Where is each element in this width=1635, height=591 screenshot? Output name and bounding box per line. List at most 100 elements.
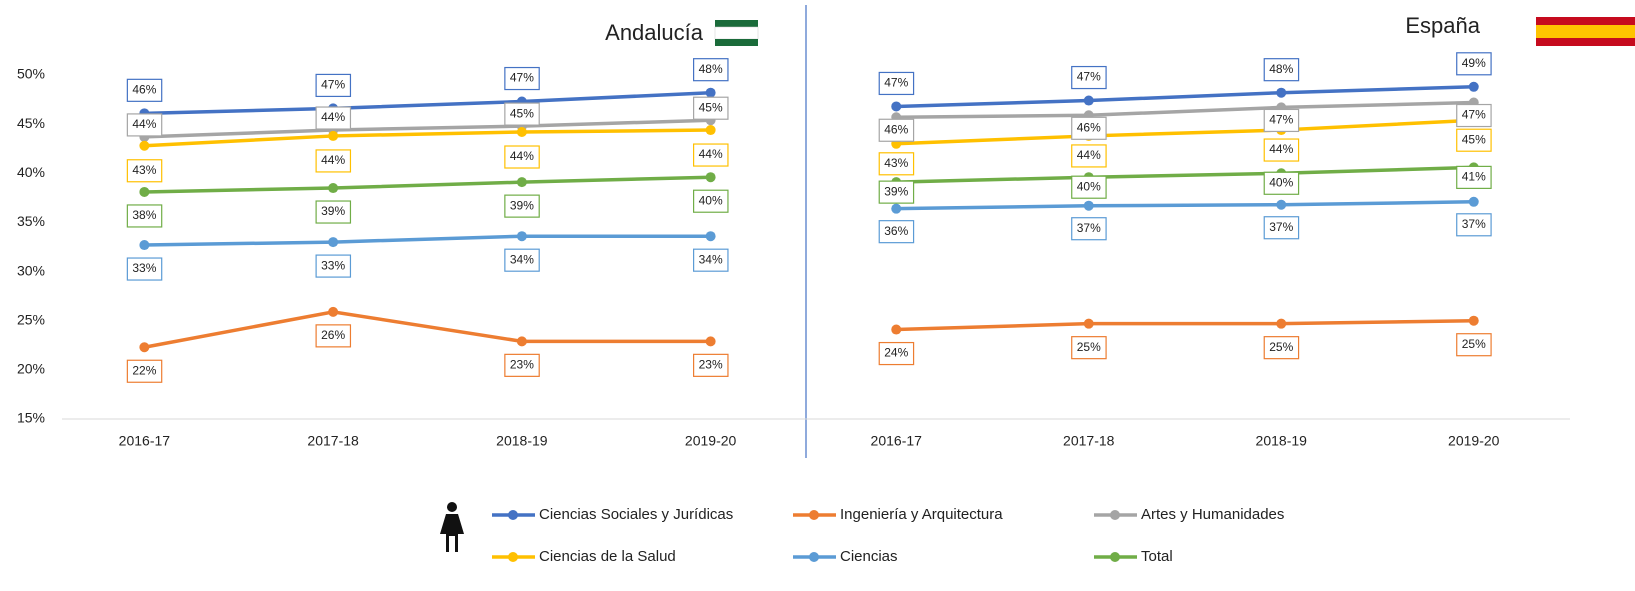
label-box: [1263, 216, 1300, 240]
data-point: [139, 186, 150, 197]
data-point: [891, 101, 902, 112]
label-box: [878, 118, 915, 142]
label-box: [878, 71, 915, 96]
label-box: [1071, 116, 1107, 140]
data-label: 23%: [504, 353, 540, 377]
data-label-text: 37%: [1462, 217, 1486, 231]
label-box: [1071, 144, 1107, 168]
data-label: 48%: [693, 58, 729, 82]
data-point: [705, 172, 716, 183]
data-label: 37%: [1263, 216, 1300, 240]
x-tick-label: 2018-19: [1256, 433, 1308, 449]
data-point: [1468, 315, 1479, 326]
data-point: [328, 306, 339, 317]
data-label: 24%: [878, 341, 915, 366]
series-line: [144, 234, 711, 247]
data-label-text: 45%: [1462, 132, 1486, 146]
y-tick-label: 45%: [17, 115, 45, 131]
x-tick-label: 2017-18: [1063, 433, 1115, 449]
x-tick-label: 2016-17: [871, 433, 923, 449]
data-point: [139, 140, 150, 151]
data-label-text: 25%: [1462, 337, 1486, 351]
data-label-text: 47%: [884, 76, 908, 90]
data-label-text: 45%: [510, 106, 534, 120]
label-box: [693, 353, 729, 377]
flag-espana: [1536, 17, 1635, 46]
legend-label: Ciencias Sociales y Jurídicas: [539, 506, 733, 523]
series-line: [896, 118, 1474, 146]
chart-title: Andalucía: [605, 20, 704, 45]
data-label-text: 44%: [1269, 142, 1293, 156]
data-label-text: 23%: [510, 358, 534, 372]
data-point: [516, 127, 527, 138]
label-box: [878, 220, 915, 244]
data-label-text: 44%: [699, 147, 723, 161]
x-tick-label: 2016-17: [119, 433, 171, 449]
data-label-text: 41%: [1462, 170, 1486, 184]
flag-andalucia: [714, 20, 759, 46]
label-box: [504, 248, 540, 272]
data-label: 47%: [1456, 103, 1492, 128]
data-label-text: 46%: [884, 122, 908, 136]
series-line: [896, 85, 1474, 109]
label-box: [878, 341, 915, 366]
label-box: [126, 359, 163, 383]
data-point: [705, 125, 716, 136]
data-label: 47%: [1071, 65, 1107, 90]
label-box: [1456, 128, 1492, 152]
label-box: [1071, 175, 1107, 199]
data-label: 47%: [504, 66, 540, 91]
legend-marker: [809, 552, 819, 562]
data-label-text: 49%: [1462, 56, 1486, 70]
label-box: [126, 159, 163, 183]
data-point: [139, 342, 150, 353]
data-label-text: 25%: [1077, 340, 1101, 354]
data-label: 38%: [126, 204, 163, 228]
data-label-text: 47%: [1077, 70, 1101, 84]
data-label: 39%: [315, 200, 352, 224]
y-tick-label: 35%: [17, 213, 45, 229]
data-point: [1468, 196, 1479, 207]
series-line: [144, 90, 711, 116]
data-point: [1276, 318, 1287, 329]
label-box: [315, 254, 352, 278]
label-box: [504, 66, 540, 91]
data-label-text: 46%: [132, 83, 156, 97]
label-box: [126, 257, 163, 281]
data-point: [705, 87, 716, 98]
data-label: 49%: [1456, 52, 1492, 76]
data-point: [705, 336, 716, 347]
legend-label: Ingeniería y Arquitectura: [840, 506, 1003, 523]
label-box: [315, 73, 352, 98]
series-line: [144, 118, 711, 139]
data-label: 39%: [504, 194, 540, 218]
label-box: [315, 149, 352, 173]
data-label-text: 40%: [699, 193, 723, 207]
data-label: 44%: [504, 145, 540, 169]
data-label-text: 22%: [132, 363, 156, 377]
data-label-text: 44%: [321, 153, 345, 167]
label-box: [878, 152, 915, 176]
data-label-text: 34%: [510, 252, 534, 266]
data-label-text: 47%: [1269, 113, 1293, 127]
data-label: 43%: [878, 152, 915, 176]
data-label-text: 36%: [884, 224, 908, 238]
data-label-text: 44%: [510, 149, 534, 163]
data-label: 39%: [878, 180, 915, 204]
data-label-text: 47%: [321, 78, 345, 92]
label-box: [1456, 52, 1492, 76]
legend-marker: [1110, 510, 1120, 520]
label-box: [1456, 103, 1492, 128]
label-box: [693, 96, 729, 120]
data-label: 47%: [315, 73, 352, 98]
data-label-text: 23%: [699, 358, 723, 372]
y-tick-label: 20%: [17, 361, 45, 377]
data-label: 40%: [693, 189, 729, 213]
data-label-text: 43%: [884, 156, 908, 170]
data-label-text: 47%: [510, 71, 534, 85]
data-point: [328, 237, 339, 248]
chart-title: España: [1405, 13, 1480, 38]
x-tick-label: 2019-20: [685, 433, 737, 449]
data-label: 40%: [1263, 171, 1300, 195]
